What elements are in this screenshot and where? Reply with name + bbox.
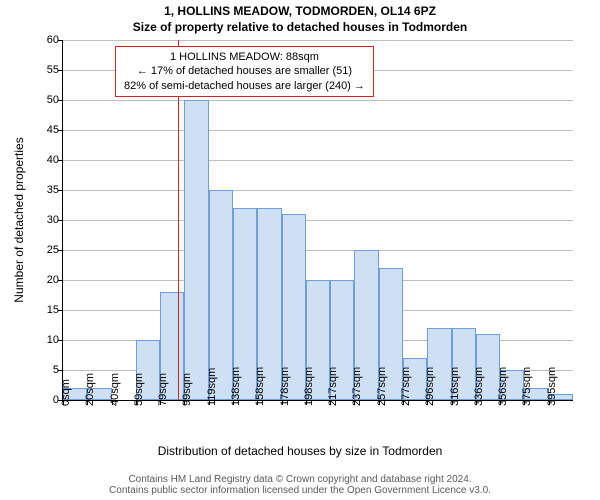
gridline (63, 160, 573, 161)
x-tick-label: 257sqm (376, 367, 388, 406)
x-tick-label: 59sqm (133, 373, 145, 406)
x-tick-label: 375sqm (521, 367, 533, 406)
x-tick-label: 198sqm (303, 367, 315, 406)
x-tick-label: 356sqm (497, 367, 509, 406)
y-tick-label: 5 (53, 364, 59, 376)
gridline (63, 190, 573, 191)
x-tick-label: 178sqm (279, 367, 291, 406)
x-tick-label: 79sqm (157, 373, 169, 406)
gridline (63, 100, 573, 101)
chart-plot-area: 0510152025303540455055600sqm20sqm40sqm59… (62, 40, 573, 401)
x-tick-label: 0sqm (60, 379, 72, 406)
y-tick-label: 60 (47, 34, 59, 46)
x-tick-label: 119sqm (206, 368, 218, 406)
y-tick-label: 25 (47, 244, 59, 256)
y-tick-label: 0 (53, 394, 59, 406)
annotation-line1: 1 HOLLINS MEADOW: 88sqm (124, 50, 365, 64)
y-tick-label: 55 (47, 64, 59, 76)
x-tick-label: 296sqm (424, 367, 436, 406)
x-tick-label: 336sqm (473, 367, 485, 406)
x-tick-label: 40sqm (109, 373, 121, 406)
y-tick-label: 10 (47, 334, 59, 346)
x-tick-label: 20sqm (84, 373, 96, 406)
x-tick-label: 395sqm (546, 367, 558, 406)
annotation-line2: ← 17% of detached houses are smaller (51… (124, 64, 365, 78)
x-tick-label: 217sqm (327, 367, 339, 406)
caption-line1: Contains HM Land Registry data © Crown c… (0, 474, 600, 485)
y-tick-label: 20 (47, 274, 59, 286)
x-tick-label: 138sqm (230, 367, 242, 406)
gridline (63, 220, 573, 221)
gridline (63, 130, 573, 131)
y-tick-label: 30 (47, 214, 59, 226)
chart-caption: Contains HM Land Registry data © Crown c… (0, 474, 600, 496)
y-tick-label: 35 (47, 184, 59, 196)
histogram-bar (184, 100, 208, 400)
gridline (63, 40, 573, 41)
gridline (63, 250, 573, 251)
y-tick-label: 40 (47, 154, 59, 166)
y-tick-label: 15 (47, 304, 59, 316)
chart-title-line1: 1, HOLLINS MEADOW, TODMORDEN, OL14 6PZ (0, 4, 600, 18)
y-axis-label: Number of detached properties (12, 137, 26, 302)
caption-line2: Contains public sector information licen… (0, 485, 600, 496)
x-tick-label: 158sqm (254, 367, 266, 406)
x-tick-label: 316sqm (449, 367, 461, 406)
x-tick-label: 277sqm (400, 367, 412, 406)
x-tick-label: 99sqm (181, 373, 193, 406)
marker-annotation: 1 HOLLINS MEADOW: 88sqm ← 17% of detache… (115, 46, 374, 97)
x-tick-label: 237sqm (351, 367, 363, 406)
y-tick-label: 45 (47, 124, 59, 136)
x-axis-label: Distribution of detached houses by size … (0, 444, 600, 458)
y-tick-label: 50 (47, 94, 59, 106)
annotation-line3: 82% of semi-detached houses are larger (… (124, 79, 365, 93)
chart-title-line2: Size of property relative to detached ho… (0, 20, 600, 34)
